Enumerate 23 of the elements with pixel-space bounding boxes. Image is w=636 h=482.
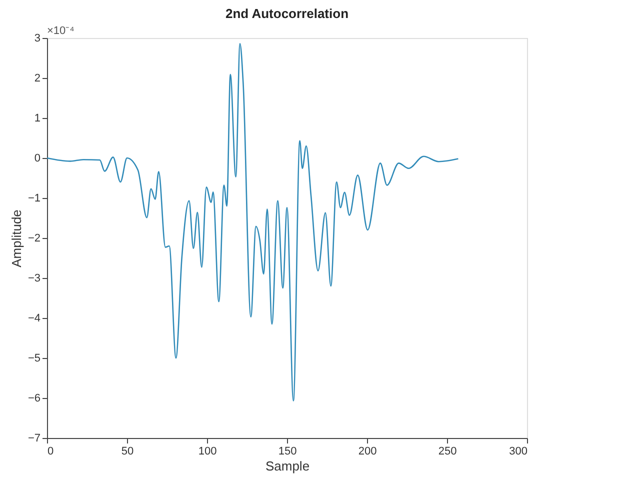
x-tick-label: 300	[509, 446, 528, 458]
y-tick-label: −5	[28, 352, 40, 364]
y-tick-label: −4	[28, 312, 40, 324]
y-tick-label: −1	[28, 192, 40, 204]
text: ×10⁻⁴	[47, 25, 75, 37]
x-tick-label: 0	[48, 446, 54, 458]
y-tick-label: −2	[28, 232, 40, 244]
chart-title: 2nd Autocorrelation	[225, 6, 349, 21]
y-tick-label: −6	[28, 392, 40, 404]
x-tick-label: 50	[121, 446, 134, 458]
y-tick-label: −3	[28, 272, 40, 284]
x-axis-title: Sample	[265, 458, 310, 474]
y-axis-title: Amplitude	[8, 210, 24, 268]
y-tick-label: 0	[34, 152, 40, 164]
line-series	[46, 42, 459, 402]
y-tick-label: 1	[34, 112, 40, 124]
x-tick-label: 200	[358, 446, 377, 458]
y-tick-label: −7	[28, 432, 40, 444]
x-tick-label: 250	[438, 446, 457, 458]
x-tick-label: 100	[198, 446, 217, 458]
y-tick-label: 3	[34, 32, 40, 44]
y-tick-label: 2	[34, 72, 40, 84]
x-tick-label: 150	[278, 446, 297, 458]
